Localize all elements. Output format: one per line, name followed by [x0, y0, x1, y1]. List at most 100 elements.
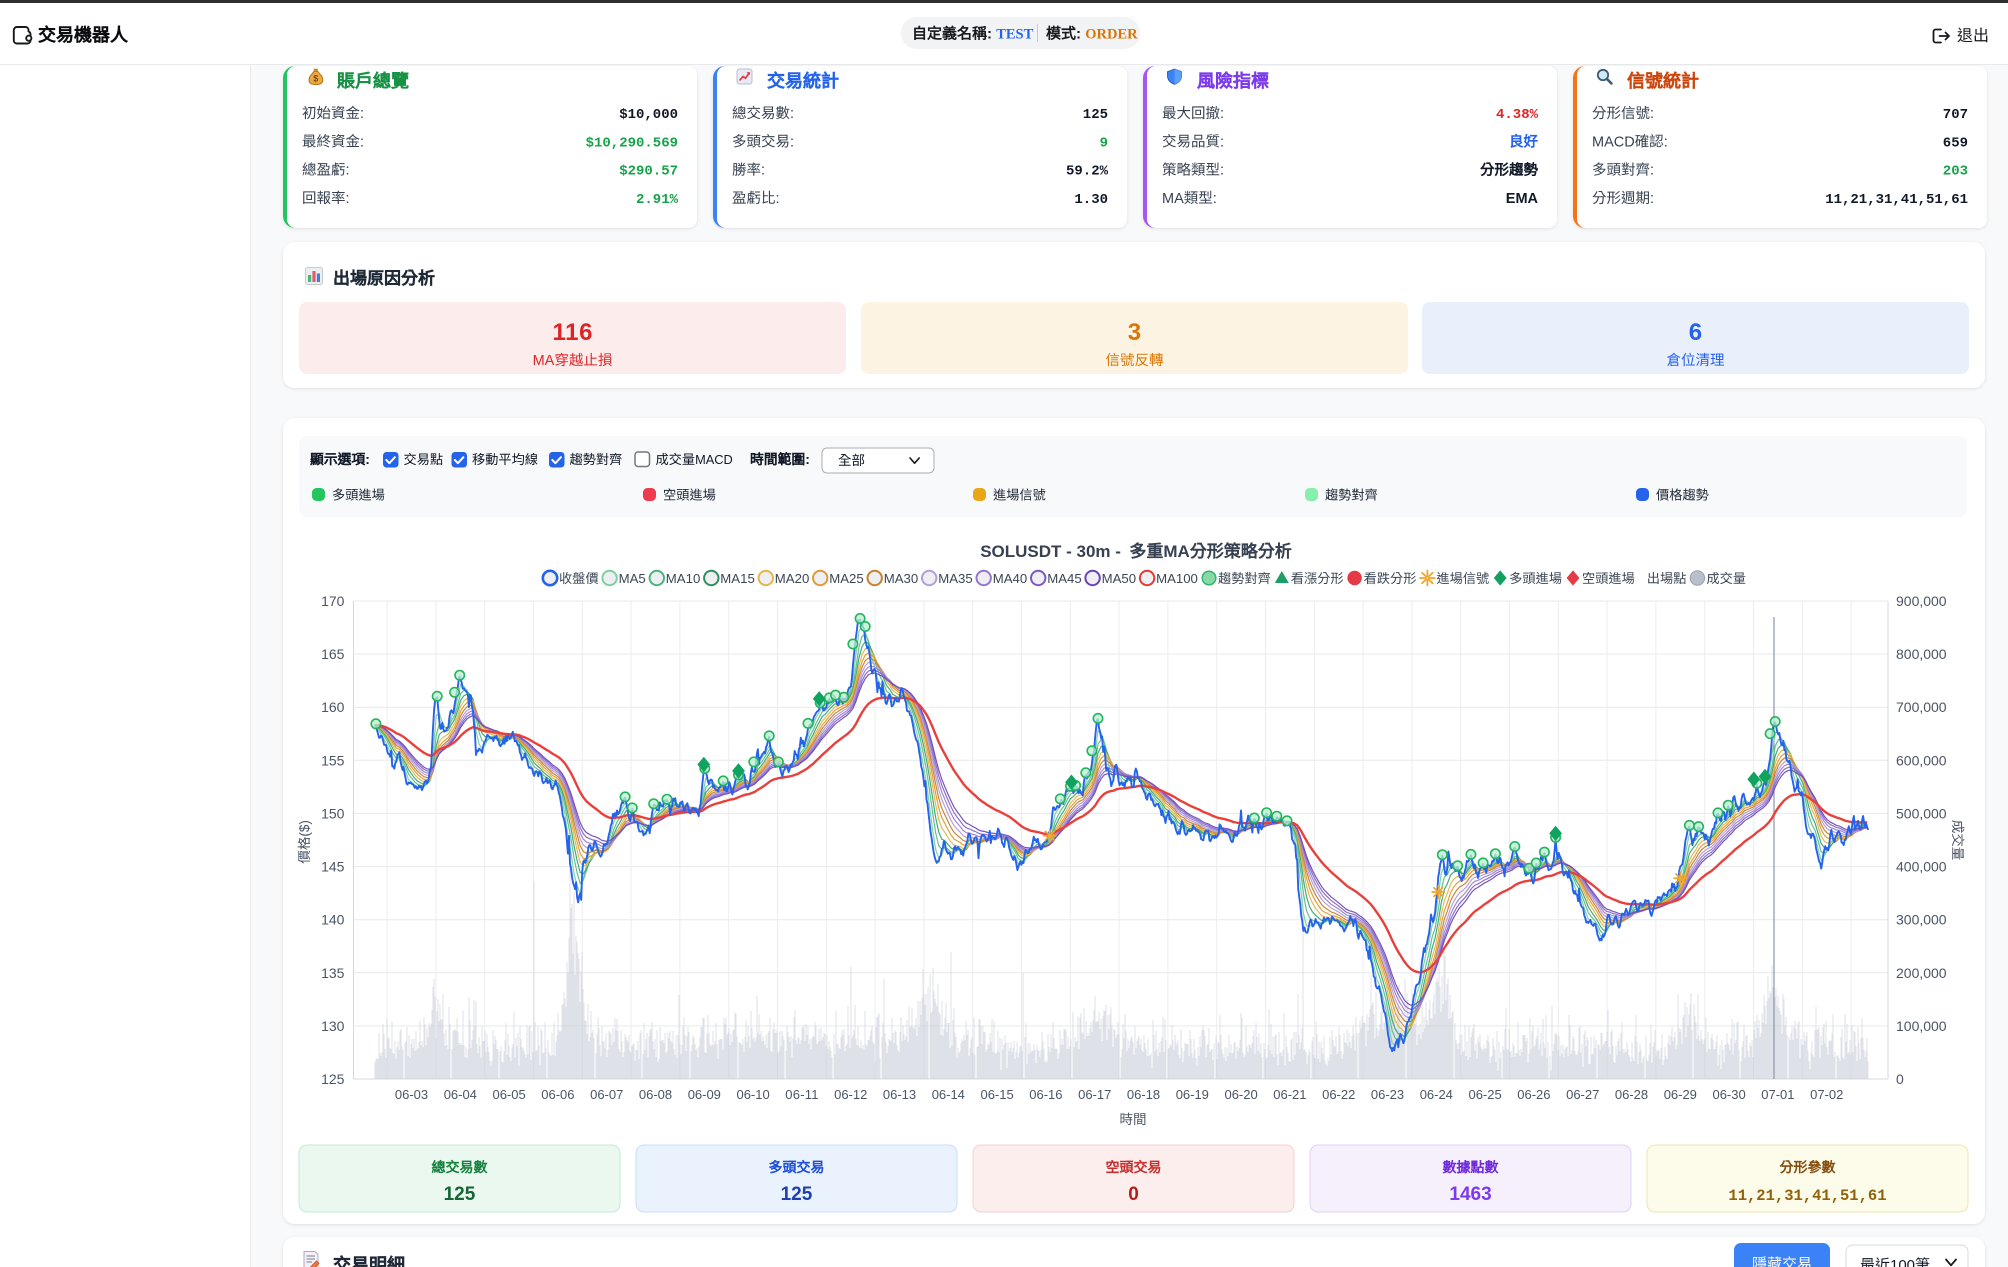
svg-text::: :	[360, 106, 364, 122]
svg-text:TEST: TEST	[996, 27, 1033, 43]
svg-text:0: 0	[1896, 1071, 1904, 1087]
svg-text:140: 140	[321, 912, 345, 928]
svg-text:659: 659	[1943, 135, 1968, 151]
svg-text:125: 125	[321, 1071, 345, 1087]
svg-text:MA45: MA45	[1047, 571, 1082, 586]
svg-text::: :	[346, 191, 350, 207]
svg-text:170: 170	[321, 593, 345, 609]
svg-text:MA20: MA20	[775, 571, 810, 586]
svg-text:06-21: 06-21	[1273, 1087, 1306, 1102]
svg-text:06-06: 06-06	[541, 1087, 574, 1102]
svg-text:06-15: 06-15	[981, 1087, 1014, 1102]
svg-text:165: 165	[321, 646, 345, 662]
svg-text:130: 130	[321, 1018, 345, 1034]
svg-text:06-07: 06-07	[590, 1087, 623, 1102]
svg-text:06-20: 06-20	[1225, 1087, 1258, 1102]
svg-text::: :	[1650, 191, 1654, 207]
svg-text::: :	[1220, 134, 1224, 150]
svg-text:06-12: 06-12	[834, 1087, 867, 1102]
svg-text:06-03: 06-03	[395, 1087, 428, 1102]
svg-text:$290.57: $290.57	[619, 164, 678, 180]
svg-text:06-14: 06-14	[932, 1087, 965, 1102]
svg-text:59.2%: 59.2%	[1066, 164, 1109, 180]
svg-text:300,000: 300,000	[1896, 912, 1947, 928]
svg-text:ORDER: ORDER	[1085, 27, 1138, 43]
svg-text::: :	[346, 163, 350, 179]
svg-text::: :	[1650, 163, 1654, 179]
svg-text::: :	[987, 26, 992, 43]
svg-text:06-30: 06-30	[1713, 1087, 1746, 1102]
svg-text:06-27: 06-27	[1566, 1087, 1599, 1102]
svg-text:06-19: 06-19	[1176, 1087, 1209, 1102]
svg-text:06-16: 06-16	[1029, 1087, 1062, 1102]
svg-text:07-02: 07-02	[1810, 1087, 1843, 1102]
svg-text:06-13: 06-13	[883, 1087, 916, 1102]
svg-text:203: 203	[1943, 164, 1968, 180]
svg-text::: :	[805, 452, 810, 467]
svg-text:2.91%: 2.91%	[636, 192, 679, 208]
svg-text:$10,290.569: $10,290.569	[586, 135, 678, 151]
svg-text:800,000: 800,000	[1896, 646, 1947, 662]
svg-text::: :	[761, 163, 765, 179]
svg-text:MACD: MACD	[1592, 134, 1635, 150]
svg-text:11,21,31,41,51,61: 11,21,31,41,51,61	[1825, 192, 1968, 208]
svg-text:06-23: 06-23	[1371, 1087, 1404, 1102]
svg-text:07-01: 07-01	[1761, 1087, 1794, 1102]
svg-text::: :	[360, 134, 364, 150]
svg-text:150: 150	[321, 805, 345, 821]
svg-text:06-05: 06-05	[493, 1087, 526, 1102]
svg-text:MA10: MA10	[666, 571, 701, 586]
svg-text:MA: MA	[1162, 191, 1184, 207]
svg-text:160: 160	[321, 699, 345, 715]
svg-text:06-09: 06-09	[688, 1087, 721, 1102]
svg-text:125: 125	[781, 1184, 813, 1205]
svg-text:MA: MA	[1163, 542, 1189, 561]
svg-text:06-22: 06-22	[1322, 1087, 1355, 1102]
svg-text::: :	[1220, 106, 1224, 122]
svg-text::: :	[1076, 26, 1081, 43]
svg-text:($): ($)	[297, 820, 312, 837]
svg-text:06-08: 06-08	[639, 1087, 672, 1102]
svg-text::: :	[365, 452, 370, 467]
svg-text::: :	[1650, 106, 1654, 122]
svg-text:MA: MA	[533, 353, 555, 369]
svg-text::: :	[790, 106, 794, 122]
svg-text:1463: 1463	[1449, 1184, 1491, 1205]
svg-text:700,000: 700,000	[1896, 699, 1947, 715]
svg-text:06-24: 06-24	[1420, 1087, 1453, 1102]
svg-text:600,000: 600,000	[1896, 752, 1947, 768]
svg-text:116: 116	[553, 319, 593, 346]
svg-text:06-18: 06-18	[1127, 1087, 1160, 1102]
svg-text:MA100: MA100	[1156, 571, 1198, 586]
svg-text:500,000: 500,000	[1896, 805, 1947, 821]
svg-text:100,000: 100,000	[1896, 1018, 1947, 1034]
svg-text:707: 707	[1943, 107, 1968, 123]
svg-text::: :	[776, 191, 780, 207]
svg-text:EMA: EMA	[1506, 191, 1539, 207]
svg-text:06-29: 06-29	[1664, 1087, 1697, 1102]
svg-text:06-04: 06-04	[444, 1087, 477, 1102]
svg-text:MA25: MA25	[829, 571, 864, 586]
svg-text:3: 3	[1128, 319, 1141, 346]
svg-text:100: 100	[1890, 1257, 1915, 1267]
svg-text:06-11: 06-11	[785, 1087, 818, 1102]
svg-text:125: 125	[1083, 107, 1108, 123]
svg-text::: :	[1220, 163, 1224, 179]
svg-text:145: 145	[321, 859, 345, 875]
svg-text:06-10: 06-10	[737, 1087, 770, 1102]
svg-text:MA40: MA40	[993, 571, 1027, 586]
svg-text:06-25: 06-25	[1469, 1087, 1502, 1102]
svg-text:9: 9	[1100, 135, 1108, 151]
svg-text:MA15: MA15	[720, 571, 755, 586]
svg-text:1.30: 1.30	[1074, 192, 1108, 208]
svg-text:6: 6	[1689, 319, 1702, 346]
svg-text:11,21,31,41,51,61: 11,21,31,41,51,61	[1728, 1187, 1886, 1205]
svg-text:135: 135	[321, 965, 345, 981]
svg-text::: :	[1213, 191, 1217, 207]
svg-text::: :	[790, 134, 794, 150]
svg-text:400,000: 400,000	[1896, 859, 1947, 875]
svg-text:200,000: 200,000	[1896, 965, 1947, 981]
svg-text::: :	[1664, 134, 1668, 150]
svg-text:0: 0	[1128, 1184, 1139, 1205]
svg-text:$10,000: $10,000	[619, 107, 678, 123]
